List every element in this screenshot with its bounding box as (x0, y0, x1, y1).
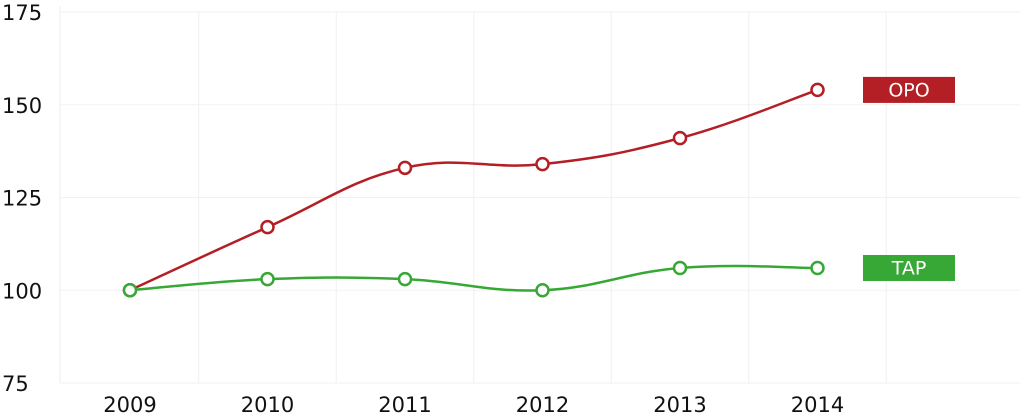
data-point (260, 271, 275, 287)
x-tick-label: 2011 (378, 393, 431, 417)
series-line (129, 88, 818, 292)
series-label-box (863, 254, 955, 281)
data-point (672, 260, 688, 276)
series-label-box (863, 76, 955, 103)
y-tick-label: 75 (2, 372, 29, 396)
data-point (810, 260, 825, 276)
data-point (260, 219, 275, 235)
series-line (129, 264, 818, 292)
y-tick-label: 125 (2, 187, 42, 211)
data-point (397, 271, 413, 287)
data-point (535, 283, 550, 298)
y-tick-label: 175 (2, 1, 42, 25)
x-tick-label: 2013 (653, 393, 706, 417)
series-label: TAP (891, 257, 927, 279)
data-point (535, 156, 550, 172)
series-label: OPO (888, 79, 929, 101)
data-point (672, 130, 688, 146)
x-tick-label: 2009 (103, 393, 156, 417)
y-tick-label: 150 (2, 94, 42, 118)
data-point (810, 82, 825, 98)
data-point (397, 160, 413, 176)
data-point (122, 283, 138, 298)
x-tick-label: 2012 (516, 393, 569, 417)
x-tick-label: 2014 (791, 393, 844, 417)
y-tick-label: 100 (2, 279, 42, 303)
x-tick-label: 2010 (241, 393, 294, 417)
